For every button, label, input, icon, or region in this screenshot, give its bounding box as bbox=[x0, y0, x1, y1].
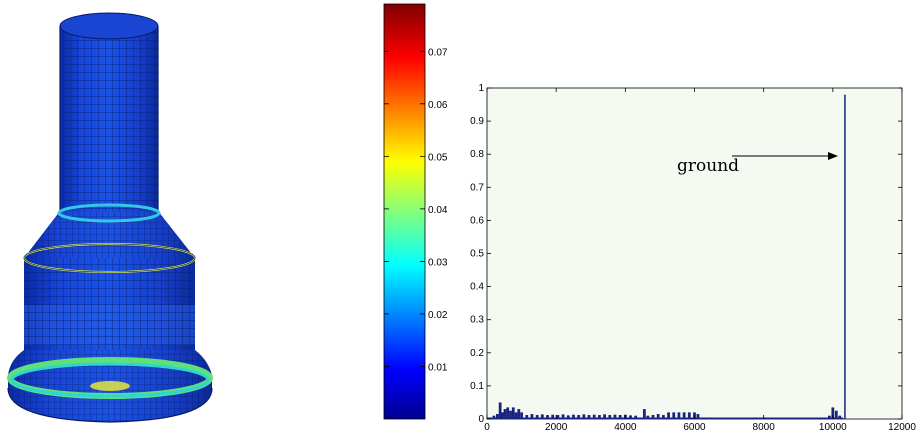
x-tick-label: 12000 bbox=[888, 422, 916, 433]
histogram-bar bbox=[509, 410, 512, 419]
plot-area bbox=[486, 87, 903, 420]
colorbar-tick-label: 0.03 bbox=[428, 257, 448, 268]
histogram-bar bbox=[661, 415, 665, 419]
y-tick-label: 0.2 bbox=[470, 348, 484, 359]
colorbar-tick-label: 0.07 bbox=[428, 47, 448, 58]
histogram-bar bbox=[587, 415, 591, 419]
histogram-plot: 0 2000 4000 6000 8000 10000 12000 0 0.1 0.2 0.3 0.… bbox=[470, 83, 916, 433]
histogram-bar bbox=[656, 414, 660, 419]
histogram-bar bbox=[520, 412, 523, 419]
histogram-bar bbox=[511, 407, 515, 419]
histogram-bar bbox=[561, 414, 565, 419]
histogram-bar bbox=[608, 415, 612, 419]
annotation-arrowhead bbox=[828, 152, 838, 160]
x-tick-label: 0 bbox=[484, 422, 490, 433]
y-tick-label: 0.9 bbox=[470, 116, 484, 127]
colorbar-tick-label: 0.01 bbox=[428, 362, 448, 373]
histogram-bar bbox=[629, 415, 632, 419]
histogram-bar bbox=[834, 410, 838, 419]
histogram-bar bbox=[642, 409, 646, 419]
y-tick-label: 0.5 bbox=[470, 249, 484, 260]
colorbar-tick-label: 0.06 bbox=[428, 100, 448, 111]
x-tick-label: 8000 bbox=[753, 422, 776, 433]
colorbar-tick-label: 0.04 bbox=[428, 205, 448, 216]
y-tick-label: 0.7 bbox=[470, 182, 484, 193]
histogram-bar bbox=[592, 414, 596, 419]
histogram-bar bbox=[618, 415, 622, 419]
histogram-bar bbox=[677, 412, 681, 419]
y-tick-label: 0.8 bbox=[470, 149, 484, 160]
y-tick-label: 0.3 bbox=[470, 315, 484, 326]
histogram-bar bbox=[525, 415, 529, 419]
y-axis-ticks: 0 0.1 0.2 0.3 0.4 0.5 0.6 0.7 0.8 0.9 1 bbox=[470, 83, 902, 425]
annotation-ground: ground bbox=[677, 156, 739, 176]
histogram-bar bbox=[687, 412, 691, 419]
histogram-bar bbox=[556, 415, 560, 419]
x-tick-label: 4000 bbox=[614, 422, 637, 433]
histogram-bar bbox=[613, 414, 617, 419]
x-tick-label: 2000 bbox=[545, 422, 568, 433]
histogram-bar bbox=[667, 412, 670, 419]
histogram-bar bbox=[546, 415, 549, 419]
histogram-bar bbox=[506, 407, 510, 419]
histogram-bar bbox=[535, 415, 539, 419]
histogram-bar bbox=[566, 415, 570, 419]
colorbar-tick-label: 0.05 bbox=[428, 152, 448, 163]
y-tick-label: 0.6 bbox=[470, 215, 484, 226]
histogram-bar bbox=[634, 415, 638, 419]
colorbar-tick-label: 0.02 bbox=[428, 310, 448, 321]
histogram-bar bbox=[696, 414, 700, 419]
histogram-bar bbox=[517, 409, 521, 419]
histogram-bar bbox=[646, 415, 650, 419]
histogram-bar bbox=[503, 409, 507, 419]
histogram-baseline bbox=[487, 417, 844, 419]
histogram-bar bbox=[514, 412, 518, 419]
histogram-bar bbox=[551, 414, 555, 419]
histogram-bar bbox=[827, 415, 831, 419]
histogram-bar bbox=[540, 414, 544, 419]
colorbar-gradient bbox=[383, 3, 426, 420]
histogram-bar bbox=[682, 412, 686, 419]
histogram-bar bbox=[831, 407, 835, 419]
histogram-bar bbox=[838, 415, 842, 419]
x-tick-label: 6000 bbox=[683, 422, 706, 433]
x-axis-ticks: 0 2000 4000 6000 8000 10000 12000 bbox=[484, 88, 916, 433]
y-tick-label: 0.4 bbox=[470, 282, 484, 293]
histogram-bar bbox=[572, 414, 575, 419]
y-tick-label: 0.1 bbox=[470, 381, 484, 392]
colorbar-ticks: 0.01 0.02 0.03 0.04 0.05 0.06 0.07 bbox=[384, 47, 448, 373]
histogram-bar bbox=[498, 402, 502, 419]
histogram-bar bbox=[598, 415, 601, 419]
histogram-bar bbox=[495, 414, 499, 419]
histogram-bar bbox=[672, 412, 676, 419]
histogram-bar bbox=[530, 414, 534, 419]
histogram-bar bbox=[501, 412, 504, 419]
histogram-bar bbox=[492, 415, 496, 419]
fe-model-illustration bbox=[7, 12, 213, 423]
x-tick-label: 10000 bbox=[819, 422, 847, 433]
histogram-bar bbox=[577, 415, 581, 419]
y-tick-label: 0 bbox=[478, 414, 484, 425]
histogram-bar bbox=[651, 415, 655, 419]
histogram-bar bbox=[582, 414, 586, 419]
histogram-bar bbox=[603, 414, 606, 419]
colorbar: 0.01 0.02 0.03 0.04 0.05 0.06 0.07 bbox=[383, 3, 448, 420]
y-tick-label: 1 bbox=[478, 83, 484, 94]
